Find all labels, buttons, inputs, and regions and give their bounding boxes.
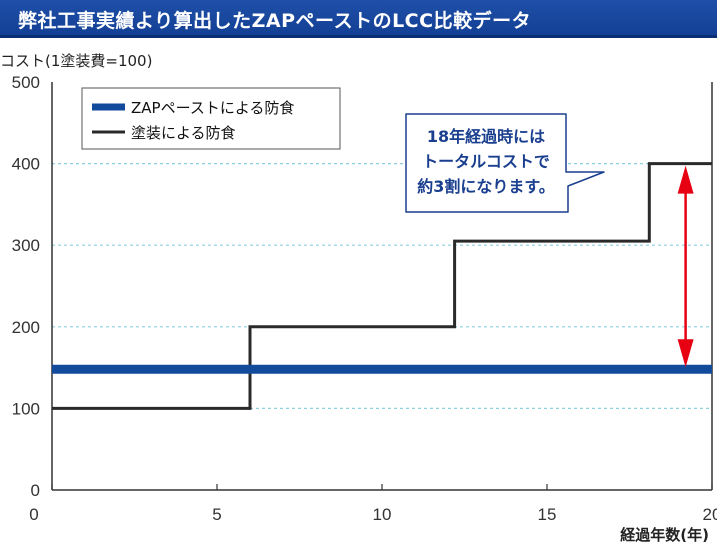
- difference-arrow: [677, 165, 694, 368]
- arrow-head-up: [677, 165, 694, 194]
- callout-line-1: トータルコストで: [422, 152, 550, 171]
- series-lines: [52, 162, 712, 410]
- legend-label-1: 塗装による防食: [131, 124, 236, 142]
- chart-title: 弊社工事実績より算出したZAPペーストのLCC比較データ: [18, 9, 532, 32]
- x-tick-label-5: 5: [212, 505, 221, 524]
- x-tick-label-15: 15: [538, 505, 557, 524]
- x-axis-label: 経過年数(年): [620, 526, 709, 544]
- legend-label-0: ZAPペーストによる防食: [131, 99, 294, 117]
- series-line-paint: [52, 162, 712, 410]
- callout-line-2: 約3割になります。: [417, 177, 555, 196]
- axes: [51, 82, 713, 491]
- y-tick-label-300: 300: [12, 236, 40, 255]
- callout-bubble: [405, 113, 605, 213]
- x-tick-label-20: 20: [703, 505, 717, 524]
- legend-box: [81, 87, 341, 150]
- y-tick-label-500: 500: [12, 73, 40, 92]
- callout-line-0: 18年経過時には: [427, 127, 545, 146]
- chart-title-banner: 弊社工事実績より算出したZAPペーストのLCC比較データ: [0, 0, 717, 38]
- x-tick-label-10: 10: [373, 505, 392, 524]
- tick-labels: 0 100 200 300 400 500 0 5 10 15 20: [12, 73, 717, 524]
- arrow-head-down: [677, 339, 694, 368]
- y-tick-label-100: 100: [12, 399, 40, 418]
- y-tick-label-200: 200: [12, 318, 40, 337]
- y-axis-label: コスト(1塗装費=100): [0, 52, 153, 70]
- y-tick-label-0: 0: [31, 481, 40, 500]
- x-tick-label-0: 0: [29, 505, 38, 524]
- y-tick-label-400: 400: [12, 155, 40, 174]
